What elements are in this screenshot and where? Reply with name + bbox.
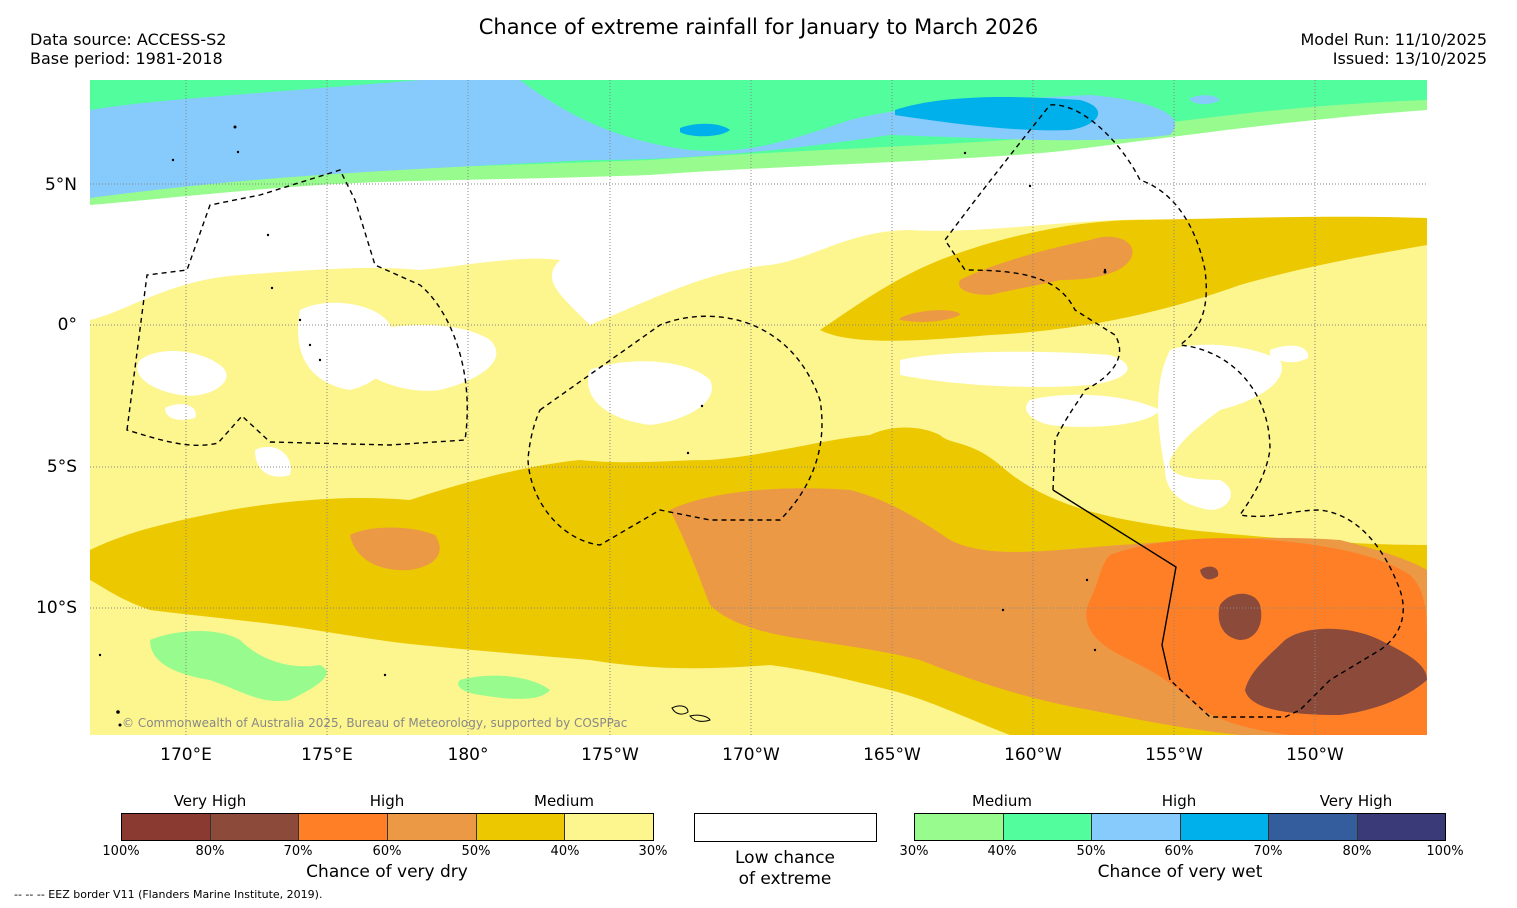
dry-bar-swatch-0 [122,814,211,840]
wet-tick: 60% [1164,844,1194,859]
lat-label-10s: 10°S [36,598,77,618]
eez-borders [126,104,1404,718]
eez-footnote: -- -- -- EEZ border V11 (Flanders Marine… [14,888,323,901]
wet-head-very-high: Very High [1319,792,1393,810]
wet-tick: 100% [1426,844,1464,859]
lon-label-175w: 175°W [581,745,639,765]
graticule [90,80,1427,735]
copyright-text: © Commonwealth of Australia 2025, Bureau… [122,716,627,730]
dry-tick: 100% [102,844,140,859]
wet-tick: 50% [1076,844,1106,859]
base-period-label: Base period: 1981-2018 [30,49,223,68]
lat-label-0: 0° [57,315,77,335]
wet-tick: 40% [987,844,1017,859]
dry-very-high-area [1200,566,1427,715]
dry-bar-swatch-4 [476,814,566,840]
dry-head-high: High [369,792,405,810]
low-chance-swatch [694,813,877,842]
low-caption-line1: Low chance [735,848,835,868]
dry-caption: Chance of very dry [306,862,468,882]
data-source-label: Data source: ACCESS-S2 [30,30,227,49]
wet-bar-swatch-3 [1180,814,1269,840]
lon-label-155w: 155°W [1145,745,1203,765]
wet-bar-swatch-4 [1269,814,1358,840]
dry-tick: 40% [550,844,580,859]
lon-label-165w: 165°W [863,745,921,765]
dry-head-very-high: Very High [173,792,247,810]
wet-bar-swatch-1 [1003,814,1092,840]
lon-label-170w: 170°W [722,745,780,765]
lon-label-160w: 160°W [1004,745,1062,765]
wet-bar-swatch-5 [1357,814,1445,840]
lon-label-150w: 150°W [1286,745,1344,765]
dry-bar-swatch-3 [388,814,477,840]
wet-tick: 30% [899,844,929,859]
low-caption-line2: of extreme [738,869,832,889]
wet-bar-swatch-0 [915,814,1004,840]
samoa-islands [671,705,711,722]
wet-caption: Chance of very wet [1097,862,1263,882]
chart-title: Chance of extreme rainfall for January t… [478,15,1039,39]
lat-label-5s: 5°S [46,457,77,477]
dry-bar-swatch-5 [565,814,654,840]
dry-head-medium: Medium [534,792,594,810]
model-run-label: Model Run: 11/10/2025 [1300,30,1488,49]
wet-tick: 70% [1253,844,1283,859]
dry-tick: 80% [195,844,225,859]
wet-head-medium: Medium [972,792,1032,810]
wet-bar-swatch-2 [1092,814,1181,840]
eez-boundary-solid [1052,489,1177,681]
wet-colorbar [914,813,1446,841]
issued-label: Issued: 13/10/2025 [1332,49,1487,68]
lon-label-170e: 170°E [160,745,212,765]
wet-head-high: High [1161,792,1197,810]
dry-tick: 30% [638,844,668,859]
lon-label-180: 180° [447,745,489,765]
dry-bar-swatch-2 [299,814,389,840]
dry-bar-swatch-1 [210,814,300,840]
dry-tick: 70% [283,844,313,859]
dry-tick: 60% [372,844,402,859]
wet-tick: 80% [1342,844,1372,859]
island-markers [98,125,1107,727]
lon-label-175e: 175°E [301,745,353,765]
rainfall-map: © Commonwealth of Australia 2025, Bureau… [90,80,1427,735]
lat-label-5n: 5°N [44,175,77,195]
dry-colorbar [121,813,654,841]
wet-band-south [150,631,550,701]
wet-band-north [90,80,1427,205]
dry-tick: 50% [461,844,491,859]
